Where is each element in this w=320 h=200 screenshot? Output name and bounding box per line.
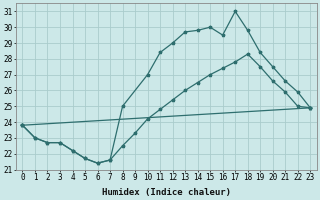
X-axis label: Humidex (Indice chaleur): Humidex (Indice chaleur) — [102, 188, 231, 197]
